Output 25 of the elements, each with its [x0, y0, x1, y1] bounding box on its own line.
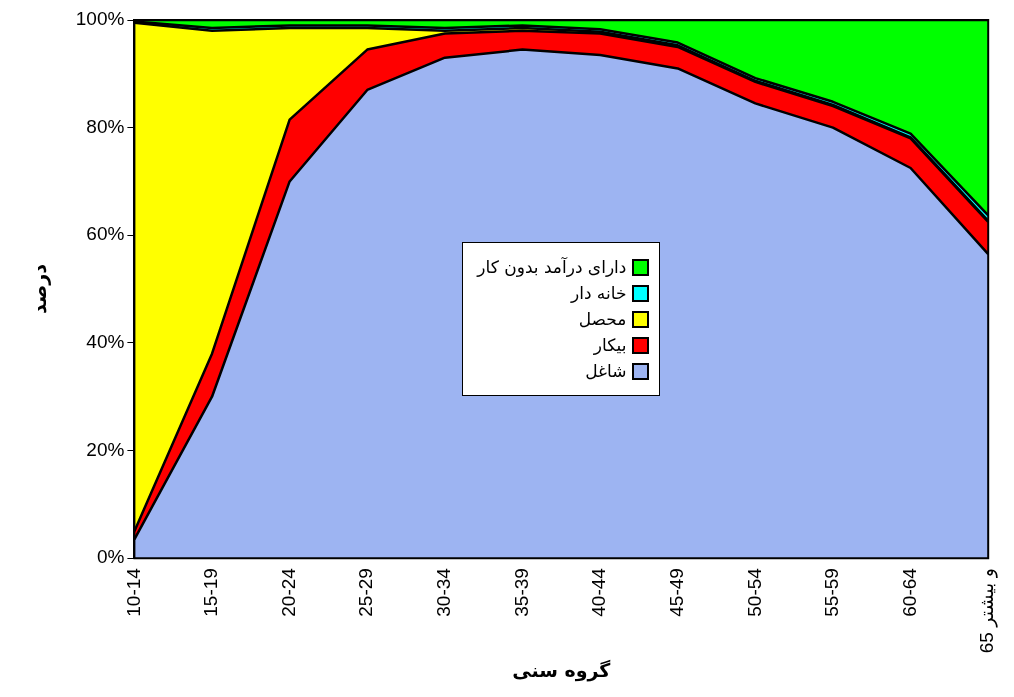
- legend-label: شاغل: [585, 361, 627, 382]
- x-tick-label: 20-24: [277, 567, 299, 617]
- y-axis-title: درصد: [28, 263, 52, 315]
- legend-label: دارای درآمد بدون کار: [477, 257, 627, 278]
- y-tick-label: 60%: [86, 223, 125, 245]
- x-tick-label: 50-54: [743, 567, 765, 617]
- x-tick-label: 40-44: [588, 567, 610, 617]
- y-tick-label: 100%: [75, 8, 125, 30]
- y-tick-label: 0%: [96, 546, 125, 568]
- x-tick-label: 45-49: [665, 568, 687, 617]
- legend-label: محصل: [578, 309, 627, 330]
- y-tick-label: 20%: [86, 438, 125, 460]
- x-tick-label: 15-19: [200, 568, 222, 617]
- y-tick-label: 40%: [86, 331, 125, 353]
- x-tick-label: 10-14: [122, 567, 144, 617]
- legend-label: بیکار: [593, 335, 627, 356]
- y-tick-label: 80%: [86, 115, 125, 137]
- x-tick-label: 65 و بیشتر: [976, 568, 999, 654]
- x-tick-label: 30-34: [433, 567, 455, 617]
- x-tick-label: 25-29: [355, 568, 377, 617]
- x-tick-label: 60-64: [898, 567, 920, 617]
- x-tick-label: 55-59: [821, 568, 843, 617]
- x-tick-label: 35-39: [510, 568, 532, 617]
- legend-label: خانه دار: [570, 283, 627, 304]
- x-axis-title: گروه سنی: [512, 658, 612, 682]
